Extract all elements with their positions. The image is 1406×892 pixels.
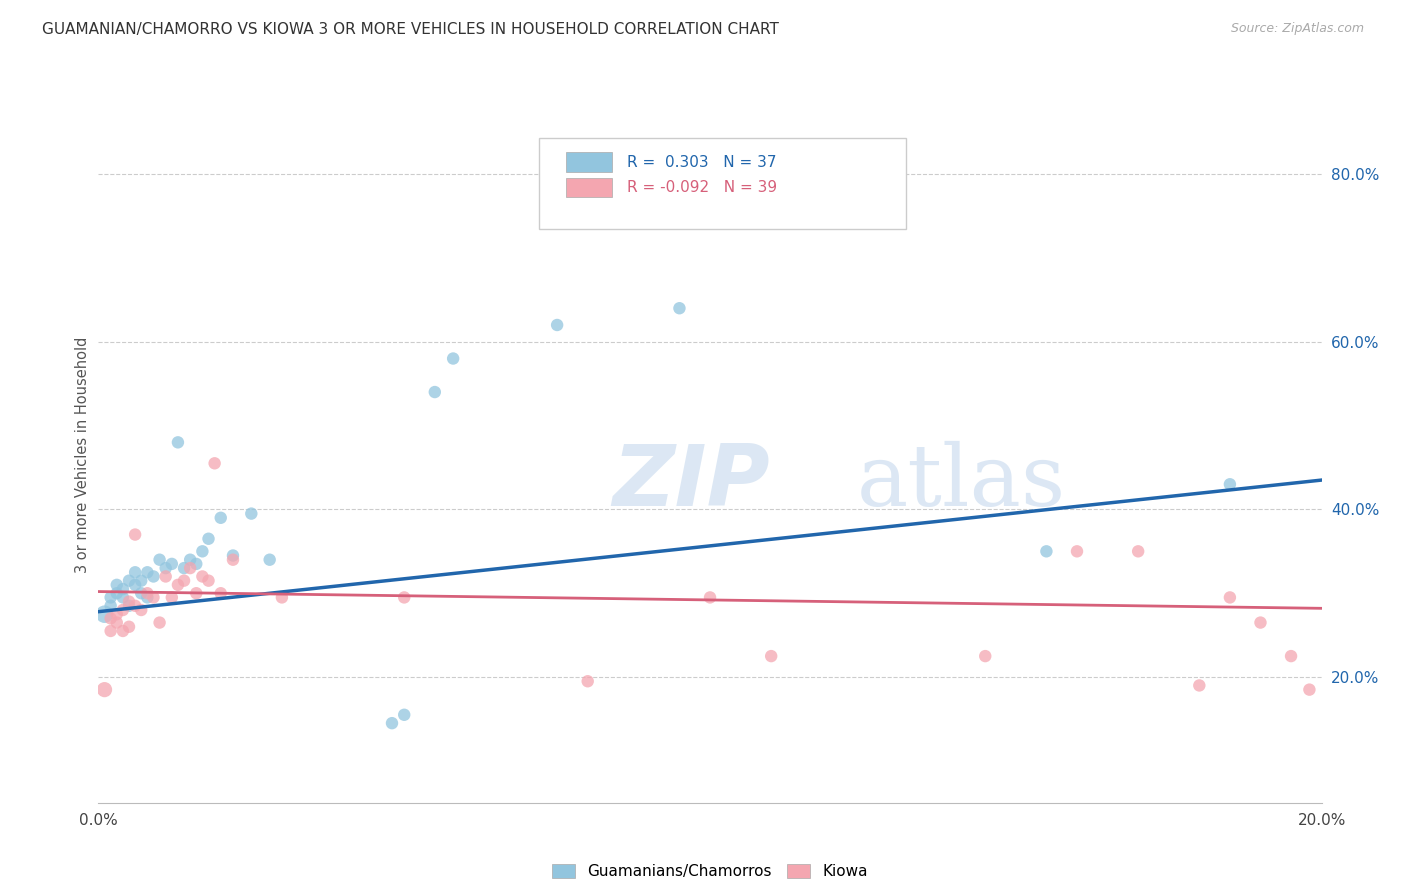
Point: [167, 435, 190, 450]
Bar: [565, 178, 612, 197]
Point: [100, 591, 122, 605]
Point: [1249, 615, 1271, 630]
Point: [1188, 678, 1211, 692]
Point: [136, 591, 159, 605]
Point: [259, 552, 281, 566]
Point: [105, 607, 128, 622]
Point: [381, 716, 404, 731]
Point: [1128, 544, 1150, 558]
Legend: Guamanians/Chamorros, Kiowa: Guamanians/Chamorros, Kiowa: [546, 858, 875, 886]
Point: [270, 591, 292, 605]
Point: [441, 351, 464, 366]
Text: R = -0.092   N = 39: R = -0.092 N = 39: [627, 180, 778, 195]
Point: [100, 599, 122, 613]
Point: [160, 557, 183, 571]
Point: [546, 318, 568, 332]
Point: [1066, 544, 1088, 558]
Point: [105, 578, 128, 592]
Point: [173, 561, 195, 575]
Point: [191, 544, 214, 558]
Text: ZIP: ZIP: [612, 442, 770, 524]
Text: atlas: atlas: [856, 442, 1066, 524]
Point: [111, 603, 134, 617]
Point: [392, 707, 416, 722]
Text: Source: ZipAtlas.com: Source: ZipAtlas.com: [1230, 22, 1364, 36]
Point: [105, 586, 128, 600]
Point: [136, 566, 159, 580]
Point: [197, 574, 219, 588]
Point: [699, 591, 721, 605]
Point: [1279, 649, 1302, 664]
Point: [222, 549, 245, 563]
Point: [100, 611, 122, 625]
Point: [209, 586, 232, 600]
Point: [111, 624, 134, 638]
Point: [136, 586, 159, 600]
Point: [111, 591, 134, 605]
Point: [129, 586, 152, 600]
Point: [173, 574, 195, 588]
Point: [118, 620, 141, 634]
Bar: [565, 153, 612, 172]
Point: [118, 574, 141, 588]
Point: [240, 507, 263, 521]
Point: [124, 599, 146, 613]
Point: [759, 649, 782, 664]
Point: [186, 586, 208, 600]
Point: [186, 557, 208, 571]
Point: [149, 552, 172, 566]
Point: [204, 456, 226, 470]
Point: [111, 582, 134, 596]
Point: [423, 385, 446, 400]
Point: [129, 603, 152, 617]
Point: [124, 527, 146, 541]
Point: [93, 607, 115, 622]
Point: [142, 569, 165, 583]
Point: [179, 552, 201, 566]
Point: [191, 569, 214, 583]
Text: GUAMANIAN/CHAMORRO VS KIOWA 3 OR MORE VEHICLES IN HOUSEHOLD CORRELATION CHART: GUAMANIAN/CHAMORRO VS KIOWA 3 OR MORE VE…: [42, 22, 779, 37]
Point: [129, 574, 152, 588]
Point: [142, 591, 165, 605]
Point: [155, 561, 177, 575]
Y-axis label: 3 or more Vehicles in Household: 3 or more Vehicles in Household: [75, 337, 90, 573]
Point: [167, 578, 190, 592]
Point: [1035, 544, 1057, 558]
Point: [668, 301, 690, 316]
Text: R =  0.303   N = 37: R = 0.303 N = 37: [627, 154, 776, 169]
Point: [160, 591, 183, 605]
Point: [974, 649, 997, 664]
Point: [100, 624, 122, 638]
Point: [105, 615, 128, 630]
Point: [1219, 477, 1241, 491]
Point: [1219, 591, 1241, 605]
Point: [222, 552, 245, 566]
Point: [124, 566, 146, 580]
Point: [124, 578, 146, 592]
Point: [209, 510, 232, 524]
Point: [118, 594, 141, 608]
Point: [1298, 682, 1320, 697]
Point: [149, 615, 172, 630]
Point: [576, 674, 599, 689]
Point: [197, 532, 219, 546]
Point: [93, 682, 115, 697]
Point: [155, 569, 177, 583]
FancyBboxPatch shape: [538, 138, 905, 229]
Point: [179, 561, 201, 575]
Point: [118, 599, 141, 613]
Point: [392, 591, 416, 605]
